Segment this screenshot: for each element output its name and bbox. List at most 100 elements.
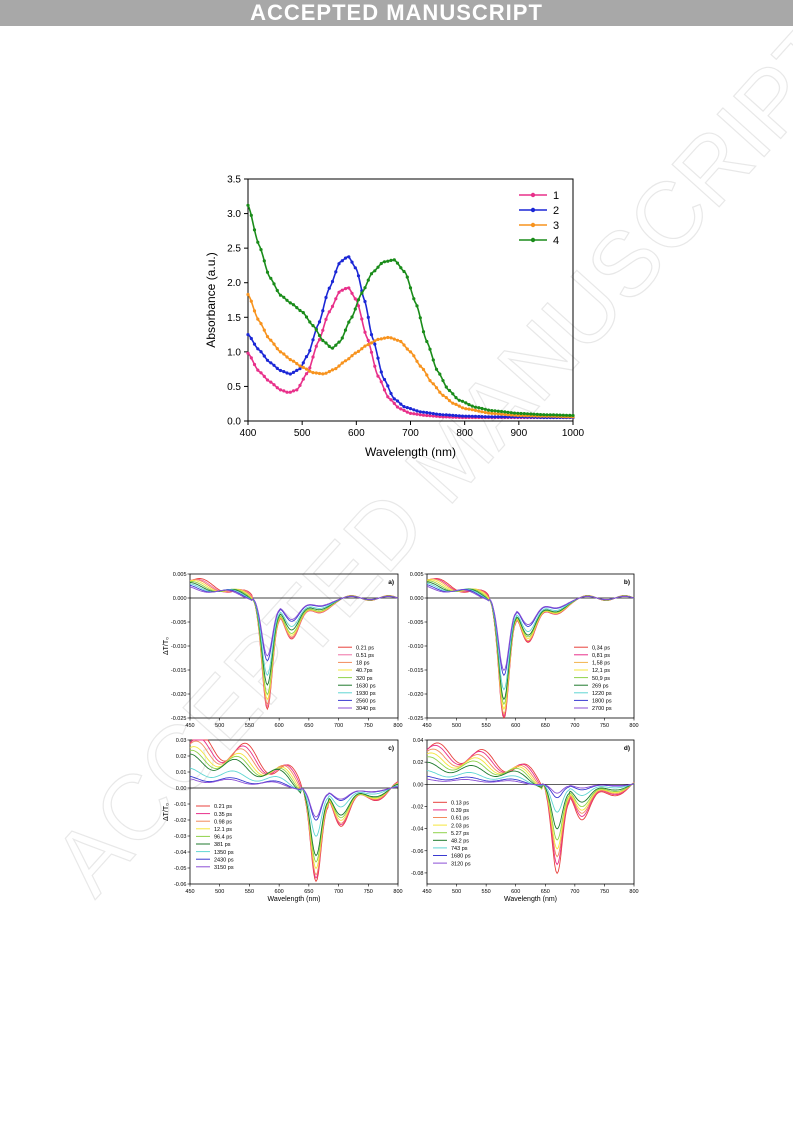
data-point — [399, 339, 403, 344]
legend-label: 743 ps — [451, 846, 468, 852]
data-point — [425, 411, 429, 415]
data-point — [360, 317, 364, 321]
data-point — [330, 346, 335, 350]
data-point — [363, 344, 367, 348]
data-point — [262, 374, 266, 378]
data-point — [402, 408, 406, 412]
panel-label: a) — [388, 579, 394, 586]
data-point — [444, 396, 448, 400]
ta-panel-a: 450 500 550 600 650 700 750 800 0.005 0.000 -0.005… — [163, 572, 403, 729]
series-line — [426, 744, 635, 866]
data-point — [278, 368, 283, 373]
data-point — [304, 355, 309, 359]
data-point — [304, 315, 309, 319]
data-point — [402, 343, 406, 347]
data-point — [340, 336, 344, 340]
legend-label: 48.2 ps — [451, 839, 469, 845]
data-point — [259, 322, 263, 326]
y-tick-label: 0.000 — [410, 596, 424, 602]
data-point — [295, 388, 299, 392]
legend-label: 3150 ps — [214, 865, 234, 871]
x-tick-label: 800 — [456, 428, 473, 439]
data-point — [431, 412, 435, 416]
data-point — [402, 269, 406, 274]
x-tick-label: 700 — [402, 428, 419, 439]
data-point — [470, 404, 474, 408]
data-point — [551, 413, 556, 417]
data-point — [321, 309, 325, 313]
data-point — [473, 414, 478, 418]
data-point — [558, 413, 562, 417]
data-point — [295, 362, 299, 366]
y-tick-label: -0.03 — [174, 834, 187, 840]
y-tick-label: 1.0 — [227, 347, 241, 358]
data-point — [334, 367, 338, 371]
y-tick-label: -0.06 — [174, 882, 187, 888]
data-point — [369, 333, 374, 337]
x-tick-label: 450 — [185, 889, 194, 895]
data-point — [379, 337, 383, 341]
data-point — [256, 240, 260, 244]
series-line — [189, 586, 399, 657]
data-point — [545, 413, 549, 417]
data-point — [555, 413, 559, 417]
data-point — [454, 396, 458, 400]
x-tick-label: 900 — [510, 428, 527, 439]
data-point — [399, 266, 403, 270]
data-point — [382, 388, 387, 392]
data-point — [311, 355, 315, 359]
data-point — [386, 395, 390, 399]
data-point — [317, 371, 322, 376]
data-point — [347, 320, 351, 324]
data-point — [542, 413, 546, 417]
data-point — [395, 338, 400, 342]
data-point — [324, 295, 328, 300]
data-point — [376, 374, 380, 378]
data-point — [252, 362, 257, 367]
x-tick-label: 650 — [541, 889, 550, 895]
y-tick-label: 0.02 — [413, 760, 424, 766]
data-point — [288, 372, 292, 376]
data-point — [408, 411, 413, 415]
x-tick-label: 550 — [245, 889, 254, 895]
data-point — [438, 390, 442, 394]
data-point — [412, 412, 416, 416]
data-point — [431, 358, 435, 362]
data-point — [506, 415, 510, 419]
data-point — [490, 415, 494, 419]
data-point — [301, 311, 305, 315]
data-point — [295, 368, 299, 372]
data-point — [379, 380, 383, 384]
legend-marker — [530, 207, 536, 213]
ta-panel-c: 450 500 550 600 650 700 750 800 0.03 0.02 0.01 0.00… — [163, 738, 403, 903]
data-point — [568, 413, 572, 417]
data-point — [473, 405, 478, 409]
data-point — [330, 304, 335, 308]
data-point — [373, 342, 377, 346]
x-tick-label: 400 — [240, 428, 257, 439]
data-point — [363, 286, 367, 290]
data-point — [246, 292, 250, 297]
legend-label: 0.13 ps — [451, 801, 469, 807]
y-tick-label: 1.5 — [227, 313, 241, 324]
data-point — [460, 406, 465, 410]
legend-label: 2.03 ps — [451, 823, 469, 829]
data-point — [308, 320, 312, 324]
data-point — [477, 406, 481, 410]
data-point — [490, 411, 494, 415]
x-tick-label: 500 — [215, 889, 224, 895]
data-point — [369, 341, 374, 345]
data-point — [441, 393, 445, 397]
data-point — [464, 401, 468, 405]
data-point — [425, 339, 429, 344]
data-point — [337, 364, 341, 368]
legend-label: 4 — [553, 235, 559, 247]
data-point — [278, 350, 283, 354]
x-tick-label: 700 — [334, 889, 343, 895]
legend-label: 0,81 ps — [592, 653, 610, 659]
data-point — [421, 330, 426, 334]
x-tick-label: 550 — [482, 723, 491, 729]
data-point — [291, 303, 296, 307]
y-tick-label: -0.010 — [408, 644, 424, 650]
data-point — [470, 408, 474, 412]
